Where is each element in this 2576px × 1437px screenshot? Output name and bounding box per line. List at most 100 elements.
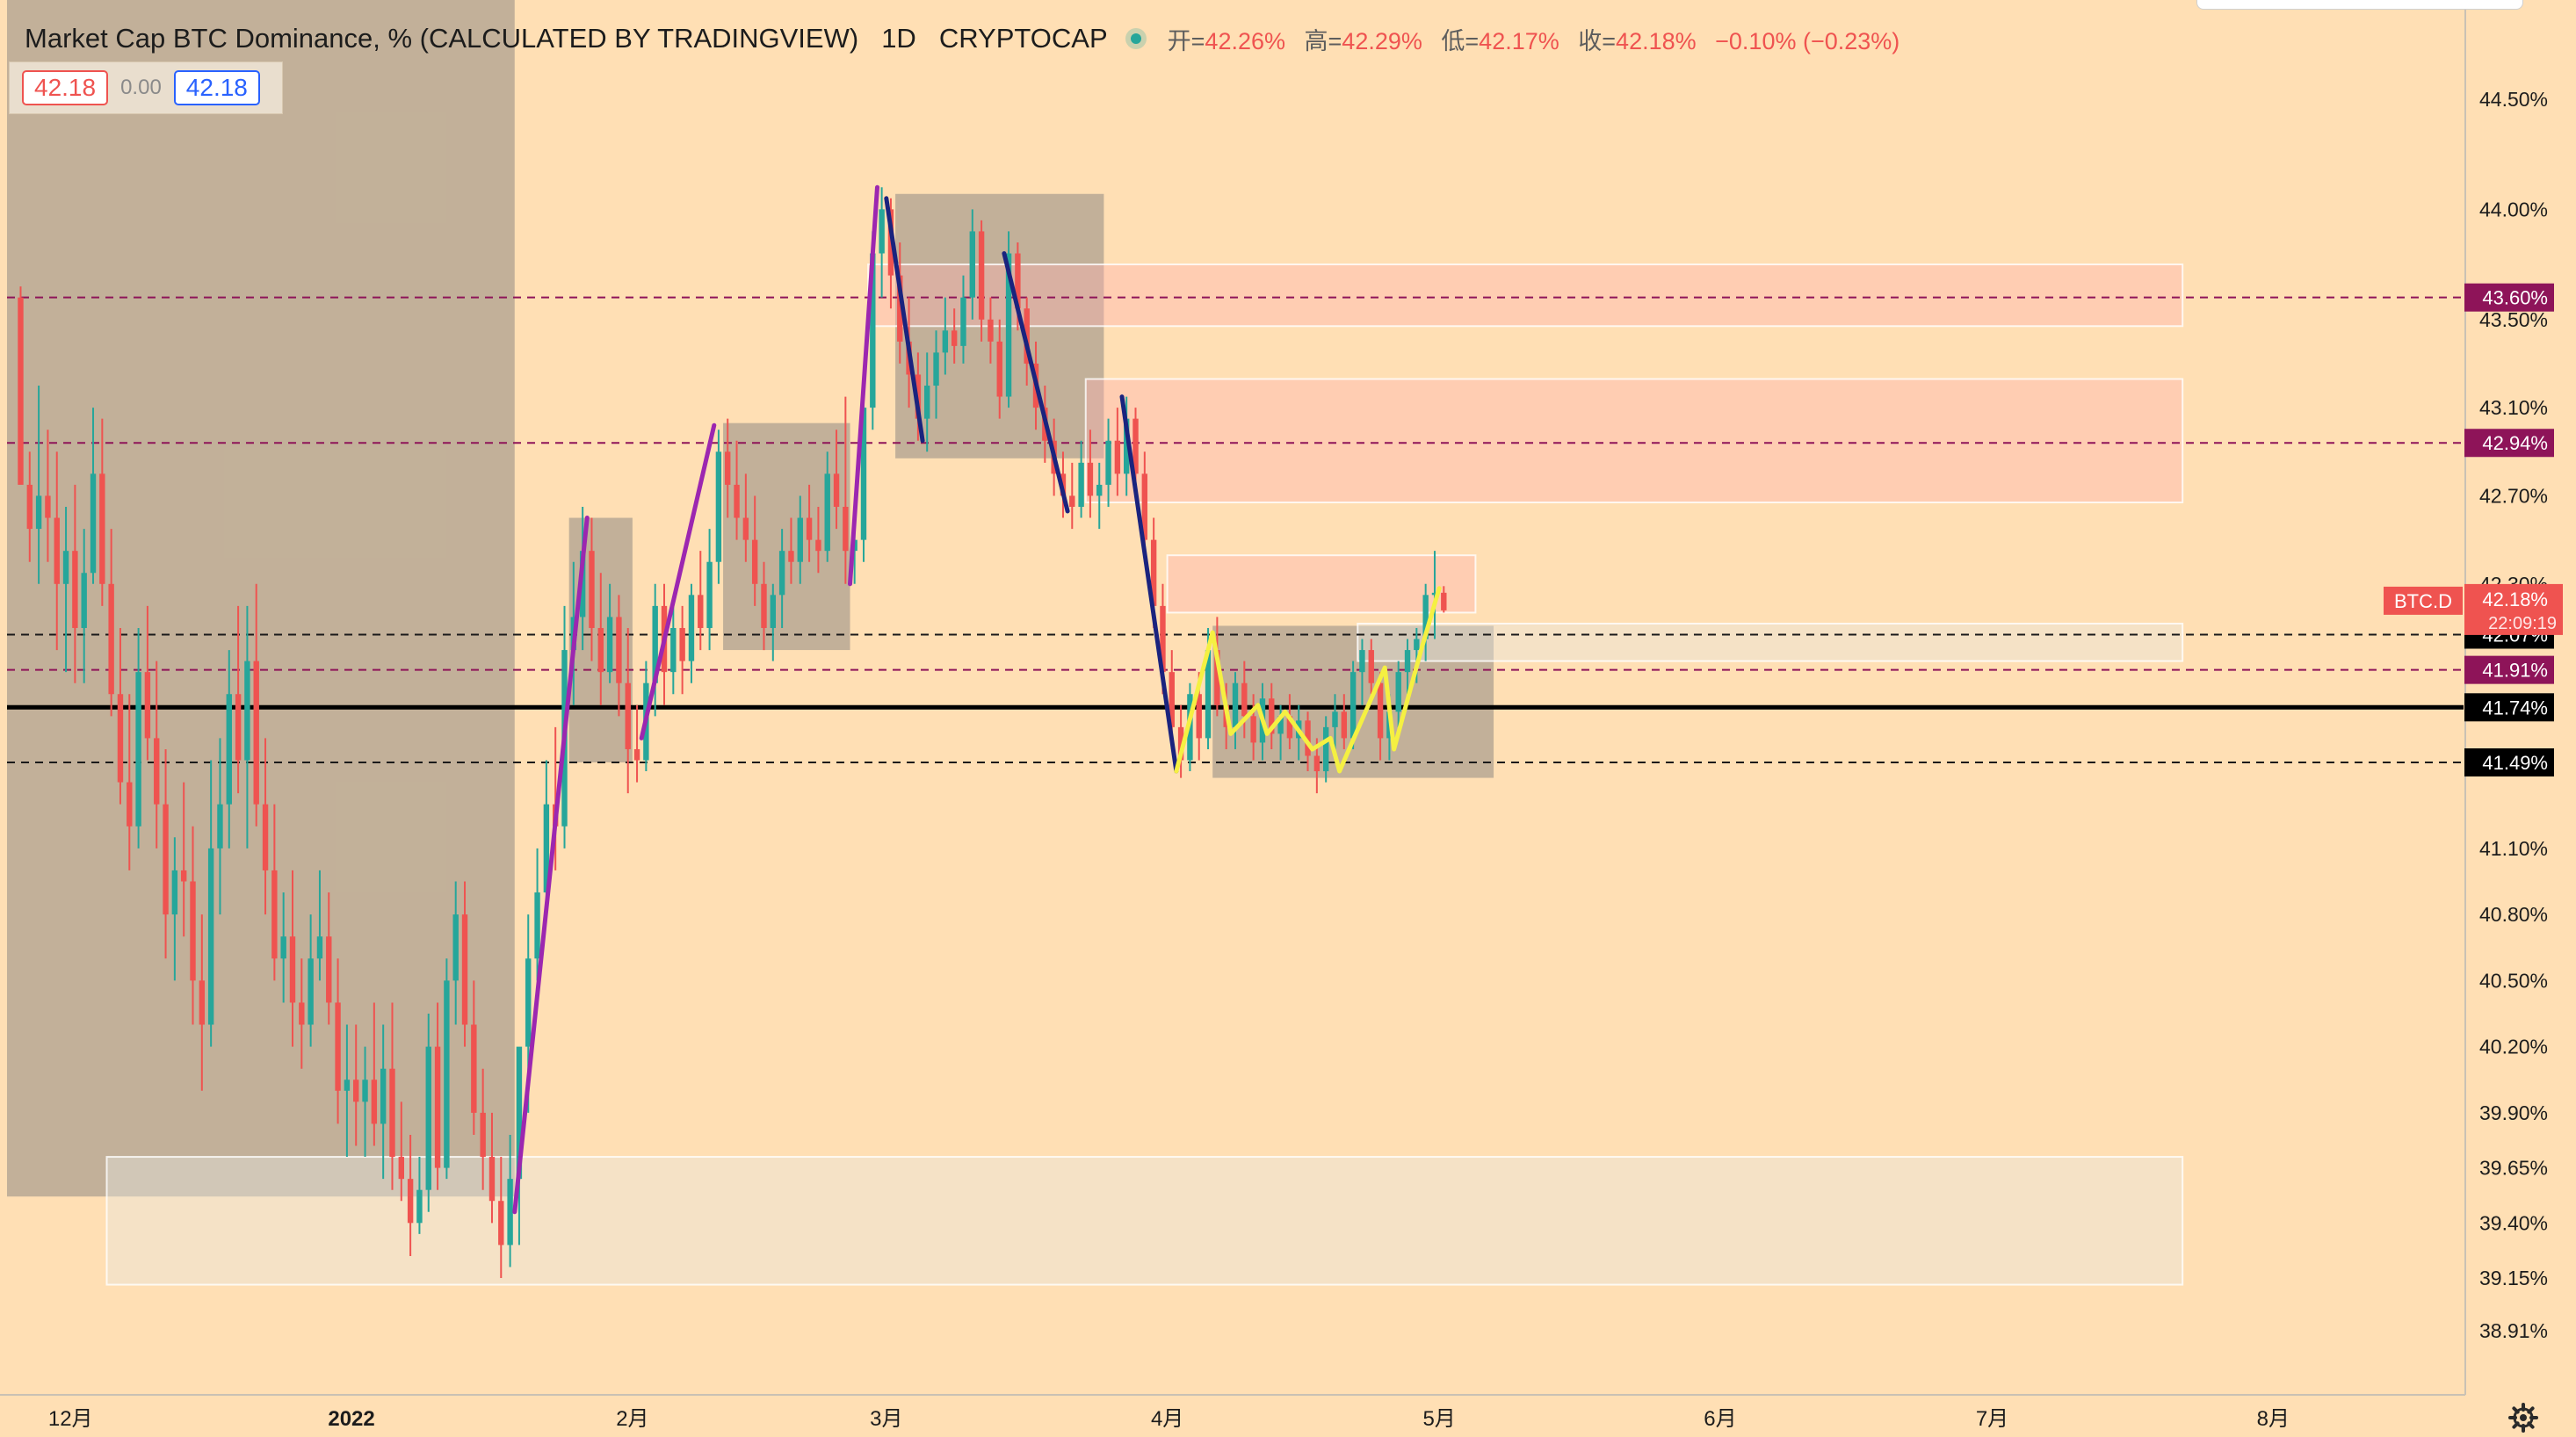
candle [108,529,114,717]
candle-body [969,231,975,298]
y-tick-label: 40.50% [2479,969,2548,992]
high-key: 高= [1304,27,1342,54]
candle-body [280,936,286,959]
symbol-title[interactable]: Market Cap BTC Dominance, % (CALCULATED … [25,23,859,54]
trendline-0[interactable] [512,516,590,1215]
candle [72,484,78,683]
candle-body [670,627,677,673]
open-value: 42.26% [1205,27,1285,54]
y-tick-label: 44.50% [2479,88,2548,111]
candle-body [770,595,777,628]
x-axis[interactable]: 12月 2022 2月 3月 4月 5月 6月 7月 8月 [0,1394,2576,1437]
candle [988,297,994,364]
candles [18,187,1447,1279]
candle-body [226,694,232,805]
gear-icon[interactable] [2508,1403,2538,1433]
candle [1105,418,1111,507]
candle [1096,462,1103,530]
candle-body [1377,682,1384,739]
y-tick-label: 40.20% [2479,1036,2548,1058]
candle [1422,583,1429,661]
candle [507,1134,513,1267]
price-label: 43.60% [2464,283,2554,312]
candle-body [960,297,966,346]
candle-body [606,617,613,673]
candle [725,418,731,518]
candle [1368,639,1374,695]
zone-dark-0[interactable] [7,0,515,1197]
trendline-5[interactable] [1119,394,1179,774]
price-label: 41.91% [2464,655,2554,684]
candle [951,308,958,364]
candle [416,1157,423,1234]
candle [398,1101,405,1202]
candle-body [154,738,160,805]
candle-body [751,539,758,584]
candle [54,451,60,651]
candle-body [326,936,332,1003]
candle-body [933,352,939,386]
candle-body [163,804,169,915]
candle [933,330,939,419]
zone-pink-7[interactable] [1084,378,2184,503]
candle-body [452,914,459,981]
candle-body [1414,639,1420,651]
candle [1322,716,1329,783]
candle-body [1078,462,1084,507]
candle-body [99,473,105,584]
candle-body [534,892,540,959]
candle-body [597,627,604,673]
high-value: 42.29% [1342,27,1422,54]
candle-body [778,551,785,596]
trendline-4[interactable] [1002,251,1070,514]
zone-pink-6[interactable] [867,264,2184,328]
trendline-6[interactable] [1174,586,1442,774]
candle [471,980,477,1135]
spread-value: 0.00 [120,76,162,99]
candle [299,958,305,1069]
candle [444,958,450,1180]
y-tick-label: 39.65% [2479,1157,2548,1180]
zone-pink-8[interactable] [1166,554,1477,614]
candle [843,396,849,584]
sell-price-button[interactable]: 42.18 [22,70,109,105]
trendline-3[interactable] [884,196,925,444]
candle [280,892,286,1003]
candle-body [742,517,749,540]
candle-body [127,782,133,827]
candle-body [1322,726,1329,772]
candle [1269,682,1275,749]
interval-label[interactable]: 1D [881,23,916,54]
trendlines [512,184,1442,1215]
y-tick-label: 40.80% [2479,903,2548,926]
trendline-1[interactable] [639,422,717,740]
candle [969,209,975,320]
candle-body [589,551,595,628]
candle [960,275,966,364]
candle-body [897,275,903,342]
candle-body [308,958,314,1025]
candle-body [1114,440,1121,474]
candle [461,881,468,1047]
buy-price-button[interactable]: 42.18 [173,70,260,105]
candle-body [54,517,60,584]
candle-body [806,517,813,540]
candle-body [1250,716,1256,743]
candle-body [879,209,885,254]
trendline-2[interactable] [848,184,879,587]
candle-body [35,495,42,530]
candle [806,484,813,562]
zone-light-9[interactable] [1357,622,2184,662]
candle-body [62,551,69,584]
zone-dark-2[interactable] [723,422,850,651]
candle [797,495,803,584]
candle-body [1395,672,1401,712]
candle [706,529,713,651]
candle-body [1286,716,1293,739]
current-price-text: 42.18% [2482,589,2548,610]
candle [452,881,459,1025]
candle-body [951,330,958,346]
candle [190,826,196,1025]
zone-light-5[interactable] [105,1156,2184,1286]
